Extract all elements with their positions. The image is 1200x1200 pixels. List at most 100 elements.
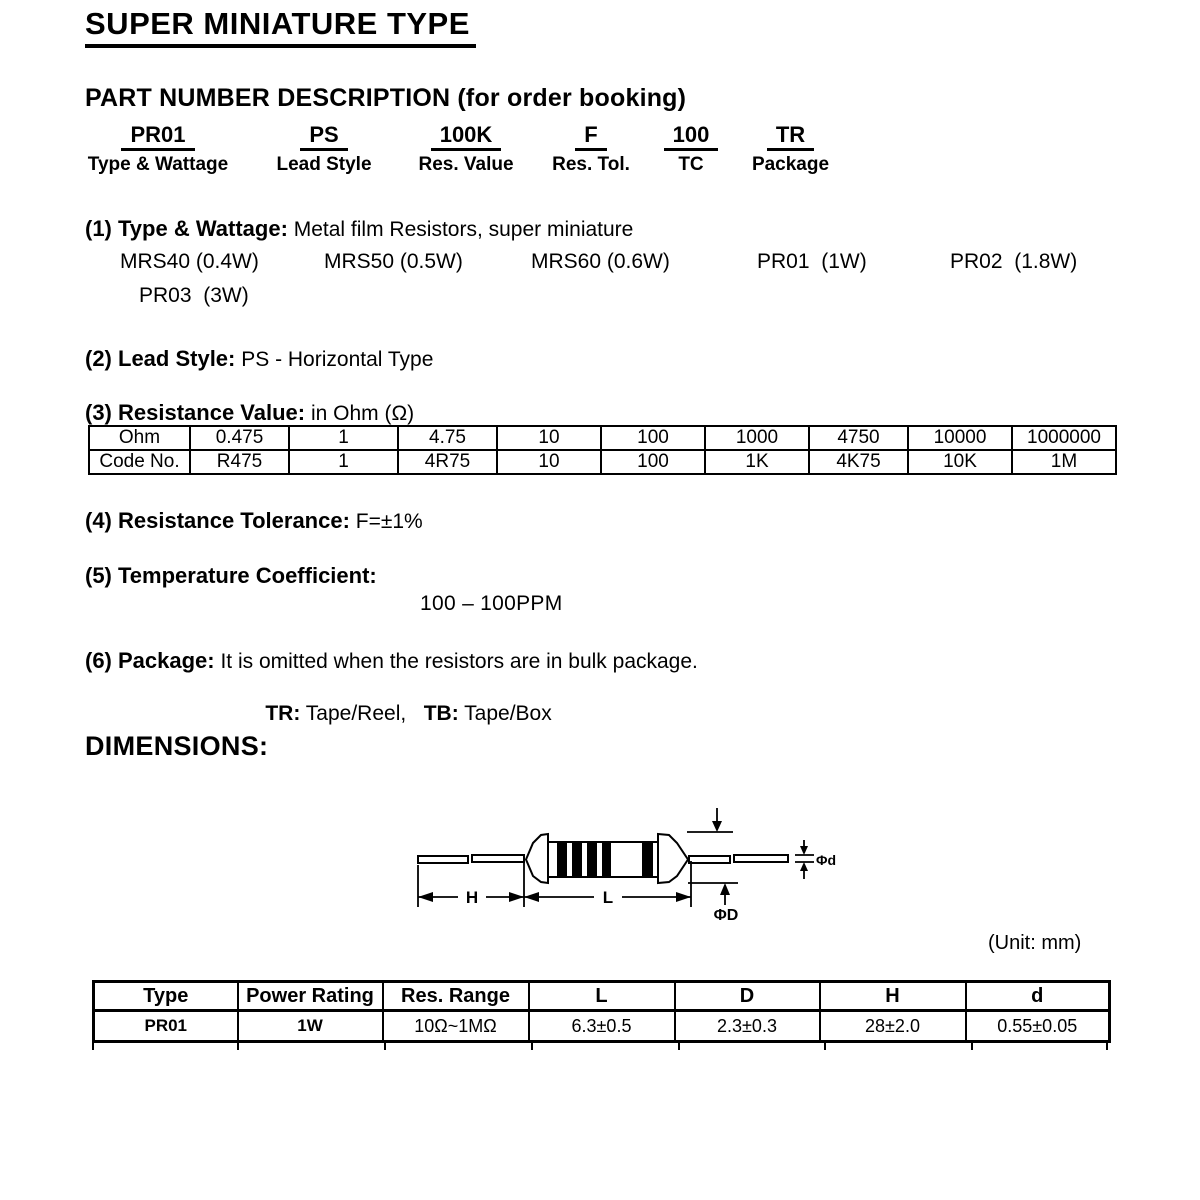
- dim-table-header: Res. Range: [381, 981, 530, 1012]
- left-lead-segment: [471, 854, 525, 863]
- dim-table-header: d: [964, 981, 1111, 1012]
- section-4-resistance-tolerance: (4) Resistance Tolerance: F=±1%: [85, 508, 423, 534]
- section-6-heading: (6) Package:: [85, 648, 215, 673]
- lead-diameter-label: Φd: [816, 852, 836, 868]
- wattage-item: PR01 (1W): [757, 250, 867, 273]
- tb-value: Tape/Box: [458, 702, 552, 725]
- page-title: SUPER MINIATURE TYPE: [85, 7, 476, 48]
- res-table-cell: 1000000: [1011, 425, 1117, 451]
- section-4-heading: (4) Resistance Tolerance:: [85, 508, 350, 533]
- section-3-text: in Ohm (Ω): [310, 402, 415, 425]
- section-3-heading: (3) Resistance Value:: [85, 400, 306, 425]
- pn-label: Res. Value: [418, 154, 514, 176]
- dim-table-header: Power Rating: [236, 981, 384, 1012]
- resistor-right-cap: [657, 832, 690, 885]
- h-dim-right-arrow: [509, 892, 524, 902]
- section-1-text: Metal film Resistors, super miniature: [293, 218, 634, 241]
- section-1-heading: (1) Type & Wattage:: [85, 216, 288, 241]
- pn-code: PS: [300, 122, 348, 152]
- section-1-type-wattage: (1) Type & Wattage: Metal film Resistors…: [85, 216, 633, 242]
- dim-table-cell: 2.3±0.3: [673, 1010, 821, 1042]
- body-dia-up-arrow: [720, 883, 730, 895]
- resistor-color-band: [557, 843, 567, 876]
- h-dim-left-arrow: [418, 892, 433, 902]
- dim-table-header: Type: [92, 981, 239, 1012]
- h-dim-label: H: [466, 888, 478, 907]
- dim-table-cell: 6.3±0.5: [527, 1010, 676, 1042]
- tb-label: TB:: [423, 702, 459, 725]
- dimensions-heading: DIMENSIONS:: [85, 731, 269, 761]
- l-dim-label: L: [603, 888, 613, 907]
- right-lead-segment: [733, 854, 789, 863]
- res-table-cell: 10: [496, 425, 602, 451]
- resistor-color-band: [602, 843, 611, 876]
- dim-table-data-row: PR01 1W 10Ω~1MΩ 6.3±0.5 2.3±0.3 28±2.0 0…: [92, 1010, 1111, 1042]
- res-table-cell: 1K: [704, 449, 810, 475]
- dim-table-cell: 28±2.0: [818, 1010, 967, 1042]
- section-2-text: PS - Horizontal Type: [241, 348, 434, 371]
- res-table-cell: Code No.: [88, 449, 191, 475]
- res-table-cell: 1: [288, 449, 399, 475]
- pn-label: Lead Style: [276, 154, 372, 176]
- tr-label: TR:: [265, 702, 301, 725]
- section-6-text: It is omitted when the resistors are in …: [220, 650, 698, 673]
- wattage-item: MRS60 (0.6W): [531, 250, 670, 273]
- lead-dia-up-arrow: [800, 862, 808, 871]
- section-6-package: (6) Package: It is omitted when the resi…: [85, 648, 698, 674]
- dim-table-header: H: [818, 981, 967, 1012]
- pn-label: TC: [678, 154, 704, 176]
- pn-label: Res. Tol.: [552, 154, 630, 176]
- cutoff-stub: [824, 1042, 826, 1050]
- section-3-resistance-value: (3) Resistance Value: in Ohm (Ω): [85, 400, 414, 426]
- dim-table-header-row: Type Power Rating Res. Range L D H d: [92, 981, 1111, 1012]
- left-lead-segment: [417, 855, 469, 864]
- dim-table-header: D: [673, 981, 821, 1012]
- table-row-ohm: Ohm 0.475 1 4.75 10 100 1000 4750 10000 …: [88, 425, 1117, 451]
- cutoff-stub: [384, 1042, 386, 1050]
- dim-table-cell: 1W: [236, 1010, 384, 1042]
- resistor-color-band: [572, 843, 582, 876]
- resistor-color-band: [587, 843, 597, 876]
- res-table-cell: 0.475: [189, 425, 290, 451]
- wattage-item: MRS40 (0.4W): [120, 250, 259, 273]
- package-options-line: TR: Tape/Reel, TB: Tape/Box: [242, 678, 552, 750]
- res-table-cell: 4K75: [808, 449, 909, 475]
- pn-code: F: [575, 122, 607, 152]
- pn-code: TR: [766, 122, 815, 152]
- res-table-cell: 100: [600, 425, 706, 451]
- res-table-cell: 4R75: [397, 449, 498, 475]
- cutoff-stub: [1106, 1042, 1108, 1050]
- section-5-heading: (5) Temperature Coefficient:: [85, 563, 377, 588]
- pn-segment-tc: 100 TC: [656, 122, 726, 176]
- cutoff-stub: [678, 1042, 680, 1050]
- tr-value: Tape/Reel,: [300, 702, 424, 725]
- section-2-lead-style: (2) Lead Style: PS - Horizontal Type: [85, 346, 433, 372]
- pn-label: Type & Wattage: [87, 154, 229, 176]
- resistor-color-band: [642, 843, 653, 876]
- pn-segment-res-tol: F Res. Tol.: [536, 122, 646, 176]
- body-diameter-label: ΦD: [714, 907, 739, 924]
- wattage-item: PR02 (1.8W): [950, 250, 1078, 273]
- res-table-cell: 1M: [1011, 449, 1117, 475]
- pn-label: Package: [751, 154, 830, 176]
- pn-segment-package: TR Package: [738, 122, 843, 176]
- lead-dia-down-arrow: [800, 846, 808, 855]
- res-table-cell: 100: [600, 449, 706, 475]
- pn-segment-res-value: 100K Res. Value: [406, 122, 526, 176]
- section-2-heading: (2) Lead Style:: [85, 346, 236, 371]
- res-table-cell: 4.75: [397, 425, 498, 451]
- resistor-left-cap: [524, 832, 549, 885]
- cutoff-stub: [237, 1042, 239, 1050]
- res-table-cell: 10000: [907, 425, 1013, 451]
- wattage-item: MRS50 (0.5W): [324, 250, 463, 273]
- resistor-dimension-diagram: H L ΦD Φd: [417, 808, 836, 924]
- res-table-cell: 10K: [907, 449, 1013, 475]
- pn-code: 100: [663, 122, 719, 152]
- dim-table-cell: 0.55±0.05: [964, 1010, 1111, 1042]
- dimensions-table: Type Power Rating Res. Range L D H d PR0…: [92, 980, 1111, 1043]
- res-table-cell: Ohm: [88, 425, 191, 451]
- body-dia-down-arrow: [712, 821, 722, 832]
- cutoff-stub: [971, 1042, 973, 1050]
- right-lead-segment: [688, 855, 731, 864]
